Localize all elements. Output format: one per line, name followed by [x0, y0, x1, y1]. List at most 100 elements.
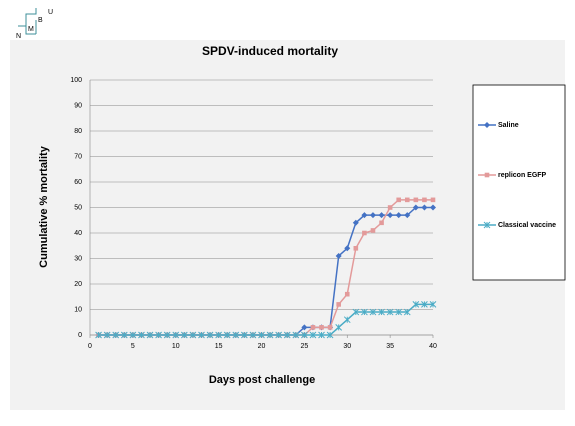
x-tick-label: 20 [258, 343, 266, 350]
marker [362, 230, 367, 236]
marker [292, 331, 300, 339]
marker [386, 308, 394, 316]
x-tick-label: 40 [429, 343, 437, 350]
marker [319, 325, 324, 330]
y-tick-label: 50 [74, 204, 82, 211]
y-tick-label: 90 [74, 102, 82, 109]
marker [129, 331, 137, 339]
logo-letter: U [48, 9, 53, 16]
marker [370, 228, 376, 233]
x-tick-label: 0 [88, 343, 92, 350]
marker [369, 212, 376, 219]
marker [422, 197, 427, 203]
marker [309, 331, 317, 339]
logo-letter: M [28, 26, 34, 33]
marker [326, 331, 334, 339]
legend-label: Classical vaccine [498, 222, 556, 229]
marker [335, 252, 342, 259]
legend-box [472, 84, 566, 281]
marker [103, 331, 111, 339]
x-tick-label: 5 [131, 343, 135, 350]
x-tick-label: 30 [343, 343, 351, 350]
marker [379, 220, 384, 226]
y-tick-label: 100 [70, 77, 82, 84]
y-axis-label: Cumulative % mortality [38, 145, 50, 268]
marker [352, 308, 360, 316]
x-tick-label: 35 [386, 343, 394, 350]
marker [369, 308, 377, 316]
marker [310, 325, 316, 330]
y-tick-label: 20 [74, 281, 82, 288]
marker [403, 308, 411, 316]
logo-lines [18, 8, 37, 35]
marker [413, 197, 419, 203]
y-tick-label: 10 [74, 306, 82, 313]
y-tick-label: 0 [78, 332, 82, 339]
marker [155, 331, 162, 339]
logo-letter: B [38, 17, 43, 24]
marker [421, 204, 428, 211]
marker [223, 331, 231, 339]
marker [189, 331, 197, 339]
marker [301, 324, 308, 331]
marker [232, 331, 240, 339]
marker [387, 212, 394, 219]
x-axis-label: Days post challenge [209, 374, 315, 386]
marker [484, 172, 490, 178]
marker [361, 212, 368, 219]
marker [483, 221, 491, 229]
marker [327, 325, 333, 330]
marker [275, 331, 283, 339]
marker [163, 331, 171, 339]
marker [395, 308, 403, 316]
marker [343, 316, 351, 324]
marker [395, 212, 402, 219]
legend-label: Saline [498, 122, 519, 129]
marker [318, 331, 325, 339]
marker [336, 302, 341, 307]
marker [258, 331, 265, 339]
y-tick-label: 70 [74, 153, 82, 160]
y-tick-label: 60 [74, 179, 82, 186]
marker [172, 331, 180, 339]
marker [95, 331, 102, 339]
marker [335, 323, 343, 331]
marker [240, 331, 248, 339]
marker [138, 331, 145, 339]
marker [344, 245, 351, 252]
marker [396, 197, 401, 203]
marker [344, 291, 350, 297]
y-tick-label: 30 [74, 255, 82, 262]
marker [352, 219, 359, 226]
marker [215, 331, 222, 339]
series-line [98, 303, 433, 336]
y-tick-label: 80 [74, 128, 82, 135]
x-tick-label: 25 [300, 343, 308, 350]
marker [301, 331, 308, 339]
marker [430, 197, 436, 203]
marker [361, 308, 368, 316]
marker [387, 205, 393, 210]
marker [429, 301, 437, 308]
chart-background [10, 40, 565, 410]
marker [404, 212, 411, 219]
marker [484, 122, 490, 128]
marker [206, 331, 214, 339]
legend-label: replicon EGFP [498, 172, 547, 179]
marker [378, 308, 385, 316]
x-tick-label: 10 [172, 343, 180, 350]
logo: N M B U [16, 8, 53, 40]
y-tick-label: 40 [74, 230, 82, 237]
marker [146, 331, 154, 339]
marker [421, 301, 428, 308]
marker [378, 212, 385, 219]
marker [353, 246, 359, 251]
marker [412, 204, 419, 211]
x-tick-label: 15 [215, 343, 223, 350]
chart-title: SPDV-induced mortality [202, 44, 338, 58]
marker [120, 331, 128, 339]
marker [412, 301, 420, 308]
marker [283, 331, 291, 339]
marker [266, 331, 274, 339]
